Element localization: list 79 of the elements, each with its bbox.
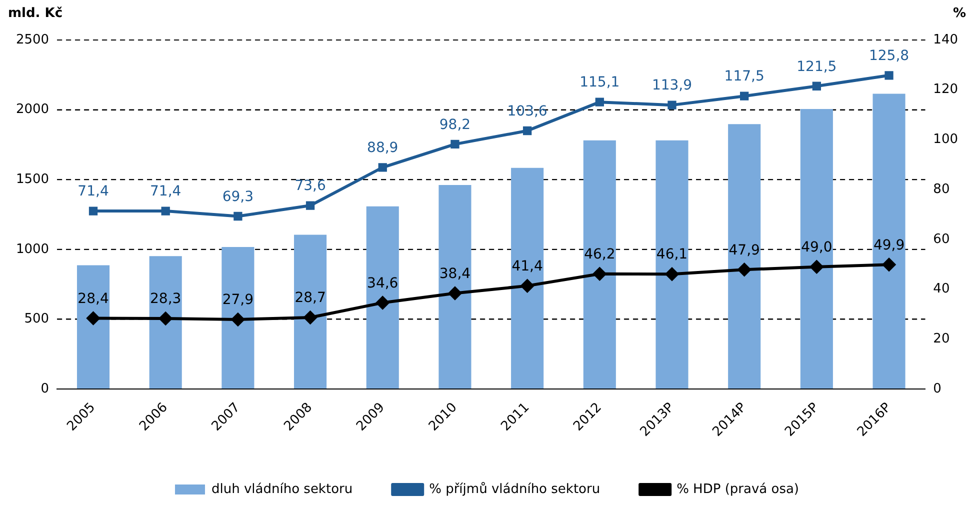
y2-tick-label: 140 bbox=[933, 32, 958, 48]
point bbox=[88, 206, 98, 216]
point bbox=[522, 126, 532, 136]
data-label: 69,3 bbox=[222, 188, 254, 205]
point bbox=[304, 310, 317, 324]
data-label: 88,9 bbox=[367, 140, 398, 156]
y-tick-label: 2000 bbox=[16, 102, 50, 118]
point bbox=[450, 140, 460, 149]
point bbox=[595, 98, 604, 106]
y2-axis-title: % bbox=[952, 6, 966, 21]
point bbox=[306, 201, 315, 210]
point bbox=[86, 312, 100, 325]
point bbox=[882, 258, 896, 272]
legend-label: % příjmů vládního sektoru bbox=[429, 480, 600, 497]
bar bbox=[76, 265, 110, 389]
bar bbox=[872, 94, 906, 389]
data-label: 117,5 bbox=[724, 68, 764, 85]
bar bbox=[656, 140, 688, 389]
y-axis-title: mld. Kč bbox=[8, 6, 63, 21]
data-label: 49,9 bbox=[873, 237, 905, 254]
y2-tick-label: 60 bbox=[933, 232, 950, 247]
bar bbox=[800, 108, 833, 389]
y-tick-label: 1500 bbox=[16, 172, 50, 187]
point bbox=[378, 163, 387, 172]
point bbox=[159, 312, 172, 325]
data-label: 103,6 bbox=[507, 103, 548, 120]
point bbox=[668, 100, 676, 110]
data-label: 125,8 bbox=[868, 48, 910, 64]
y2-tick-label: 20 bbox=[933, 332, 950, 347]
point bbox=[234, 212, 242, 221]
data-label: 28,4 bbox=[78, 290, 109, 307]
data-label: 121,5 bbox=[796, 58, 837, 75]
legend-label: % HDP (pravá osa) bbox=[676, 482, 800, 497]
y2-tick-label: 100 bbox=[933, 132, 958, 148]
data-label: 34,6 bbox=[367, 275, 398, 292]
point bbox=[810, 260, 824, 274]
data-label: 115,1 bbox=[580, 74, 620, 91]
y2-tick-label: 120 bbox=[933, 82, 958, 98]
y-tick-label: 2500 bbox=[16, 32, 50, 48]
point bbox=[520, 279, 534, 292]
y-tick-label: 0 bbox=[40, 381, 50, 396]
point bbox=[738, 263, 751, 276]
data-label: 46,2 bbox=[584, 246, 616, 262]
point bbox=[884, 71, 894, 80]
y-tick-label: 500 bbox=[24, 312, 50, 327]
bar bbox=[222, 247, 254, 389]
bar bbox=[366, 206, 399, 389]
data-label: 49,0 bbox=[801, 240, 832, 256]
point bbox=[376, 296, 390, 310]
data-label: 98,2 bbox=[439, 116, 471, 133]
y2-tick-label: 40 bbox=[933, 282, 950, 297]
bar bbox=[294, 234, 327, 389]
bar bbox=[583, 140, 616, 389]
data-label: 28,3 bbox=[150, 291, 182, 308]
data-label: 113,9 bbox=[652, 78, 692, 94]
bar bbox=[511, 168, 544, 389]
point bbox=[231, 312, 244, 326]
data-label: 38,4 bbox=[439, 266, 471, 282]
point bbox=[593, 267, 606, 280]
y-tick-label: 1000 bbox=[16, 242, 50, 257]
point bbox=[161, 206, 170, 216]
bar bbox=[438, 185, 472, 389]
data-label: 71,4 bbox=[150, 184, 182, 200]
y2-tick-label: 0 bbox=[933, 381, 942, 396]
data-label: 28,7 bbox=[294, 290, 326, 306]
data-label: 71,4 bbox=[78, 184, 109, 200]
legend-label: dluh vládního sektoru bbox=[211, 482, 353, 497]
point bbox=[665, 268, 678, 281]
bar bbox=[728, 124, 761, 389]
data-label: 46,1 bbox=[656, 246, 688, 263]
point bbox=[812, 82, 822, 90]
point bbox=[448, 286, 462, 300]
bar bbox=[149, 256, 182, 389]
y2-tick-label: 80 bbox=[933, 182, 950, 197]
point bbox=[740, 92, 749, 100]
data-label: 47,9 bbox=[728, 242, 760, 258]
data-label: 41,4 bbox=[512, 258, 543, 274]
data-label: 73,6 bbox=[294, 178, 326, 194]
data-label: 27,9 bbox=[222, 292, 254, 308]
